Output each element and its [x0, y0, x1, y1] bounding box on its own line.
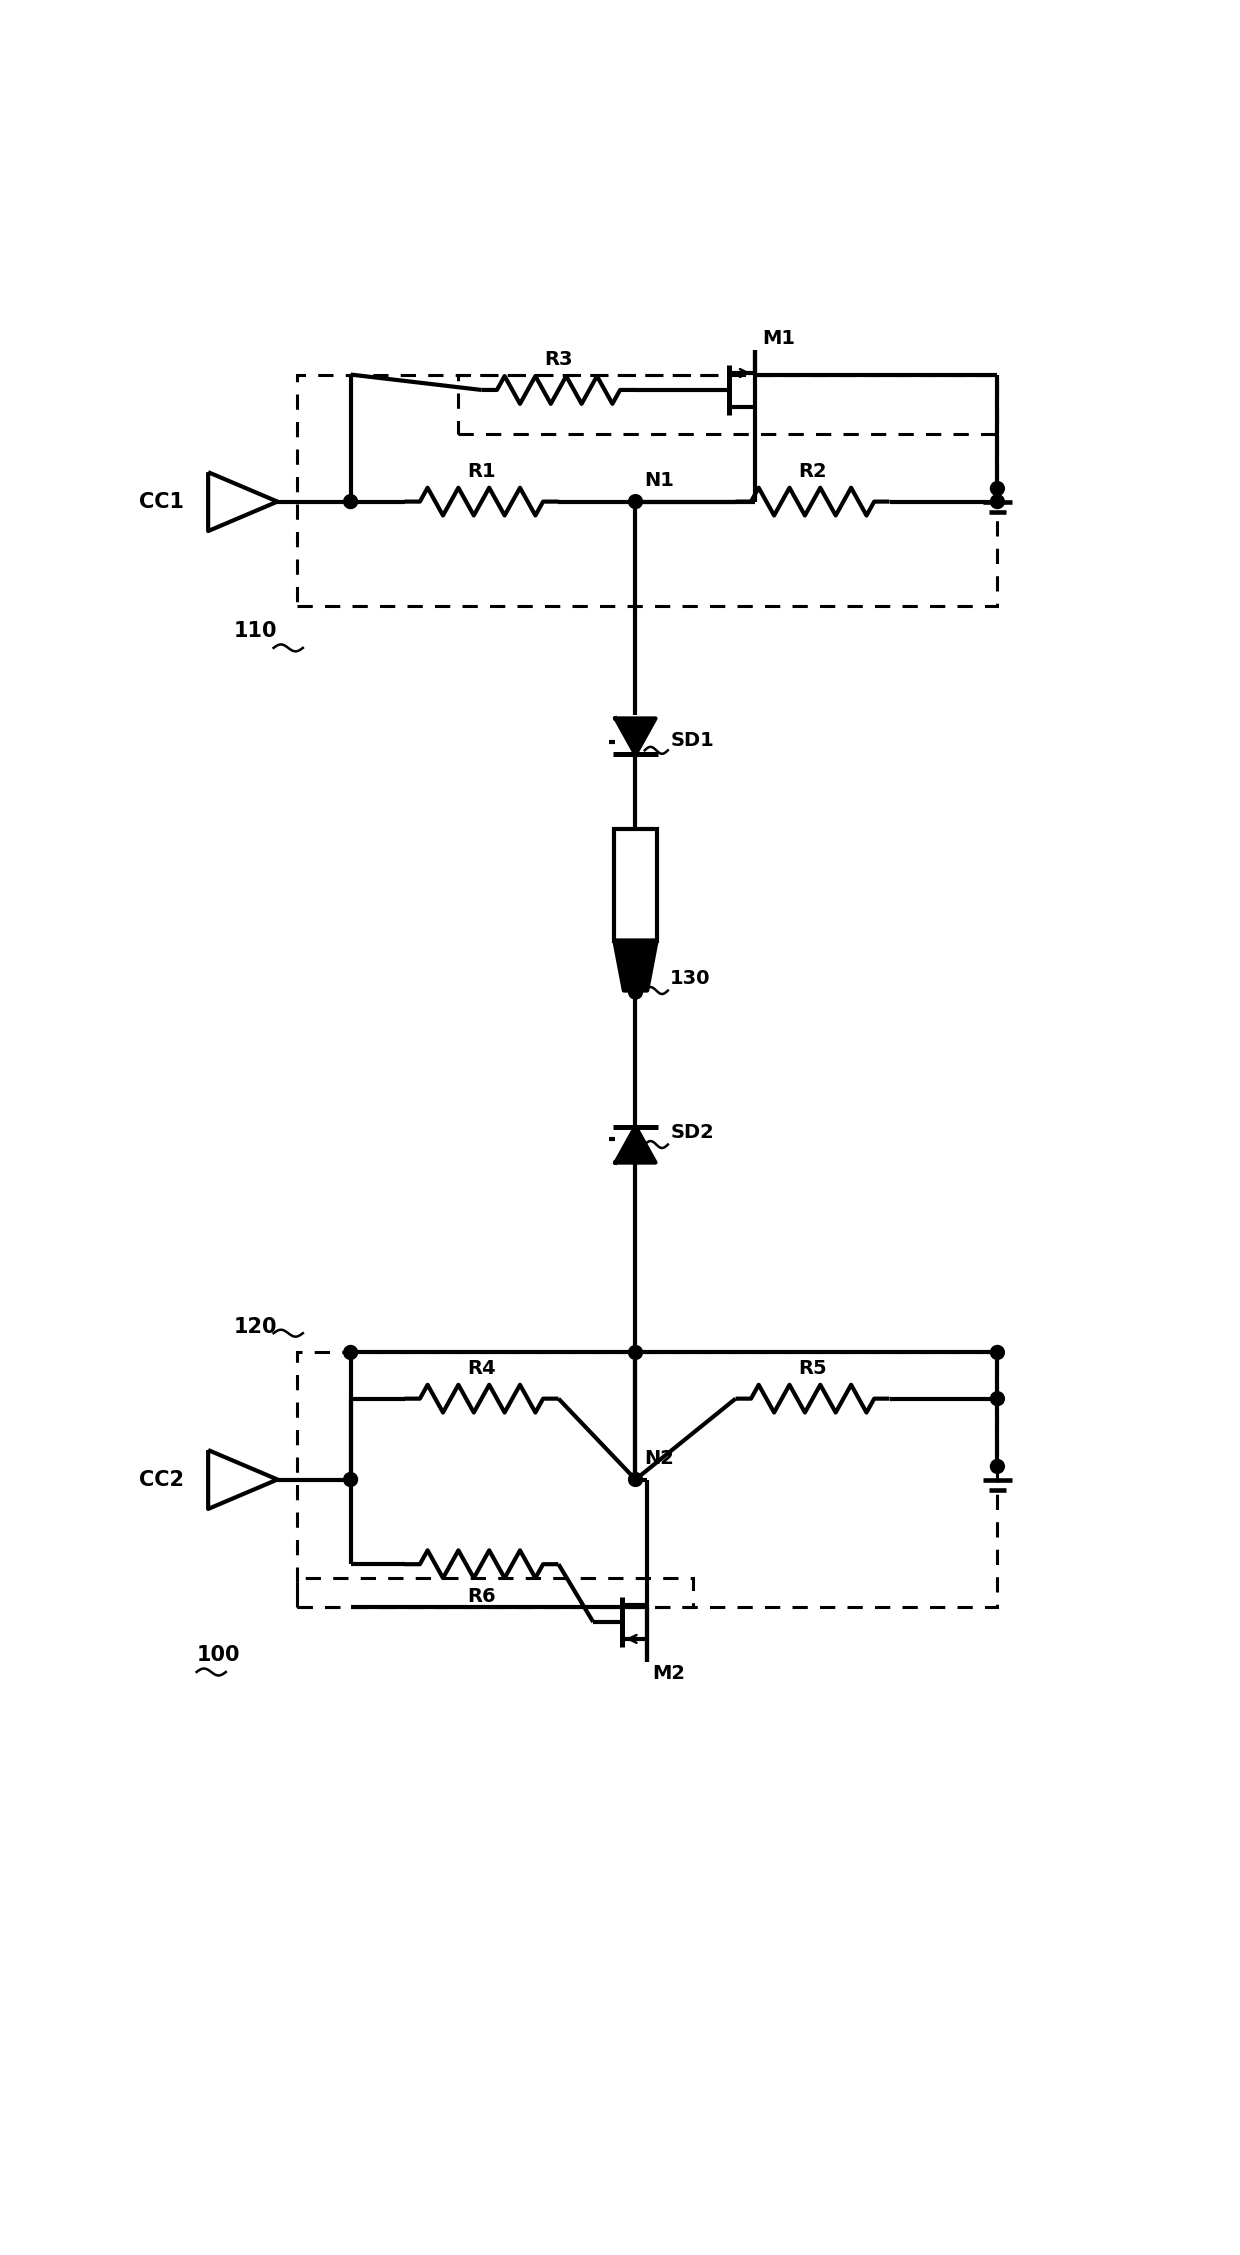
- Text: R3: R3: [544, 350, 573, 370]
- Bar: [296, 1578, 693, 1606]
- Circle shape: [991, 1346, 1004, 1360]
- Text: M2: M2: [652, 1664, 686, 1682]
- Circle shape: [991, 483, 1004, 496]
- Text: CC2: CC2: [139, 1470, 185, 1491]
- Polygon shape: [615, 719, 656, 755]
- Text: 110: 110: [234, 620, 278, 640]
- Text: R6: R6: [467, 1588, 496, 1606]
- Polygon shape: [615, 1128, 656, 1164]
- Text: 130: 130: [670, 970, 711, 988]
- Circle shape: [629, 985, 642, 999]
- Text: SD1: SD1: [670, 731, 714, 751]
- Circle shape: [343, 494, 357, 510]
- Text: SD2: SD2: [670, 1123, 714, 1143]
- Circle shape: [991, 1391, 1004, 1405]
- Text: 100: 100: [197, 1646, 241, 1664]
- Circle shape: [343, 1346, 357, 1360]
- Text: R4: R4: [467, 1360, 496, 1378]
- Text: R5: R5: [799, 1360, 827, 1378]
- Bar: [296, 1353, 997, 1606]
- Polygon shape: [614, 940, 657, 990]
- Text: R2: R2: [799, 462, 827, 480]
- Text: N2: N2: [645, 1450, 675, 1468]
- Circle shape: [343, 1473, 357, 1486]
- Bar: [614, 830, 657, 940]
- Circle shape: [991, 494, 1004, 510]
- Circle shape: [629, 494, 642, 510]
- Text: CC1: CC1: [139, 492, 185, 512]
- Text: M1: M1: [763, 329, 796, 347]
- Text: 120: 120: [234, 1317, 278, 1337]
- Circle shape: [629, 1346, 642, 1360]
- Circle shape: [629, 1473, 642, 1486]
- Circle shape: [991, 1459, 1004, 1473]
- Bar: [296, 374, 997, 607]
- Text: R1: R1: [467, 462, 496, 480]
- Text: N1: N1: [645, 471, 675, 489]
- Bar: [459, 374, 997, 433]
